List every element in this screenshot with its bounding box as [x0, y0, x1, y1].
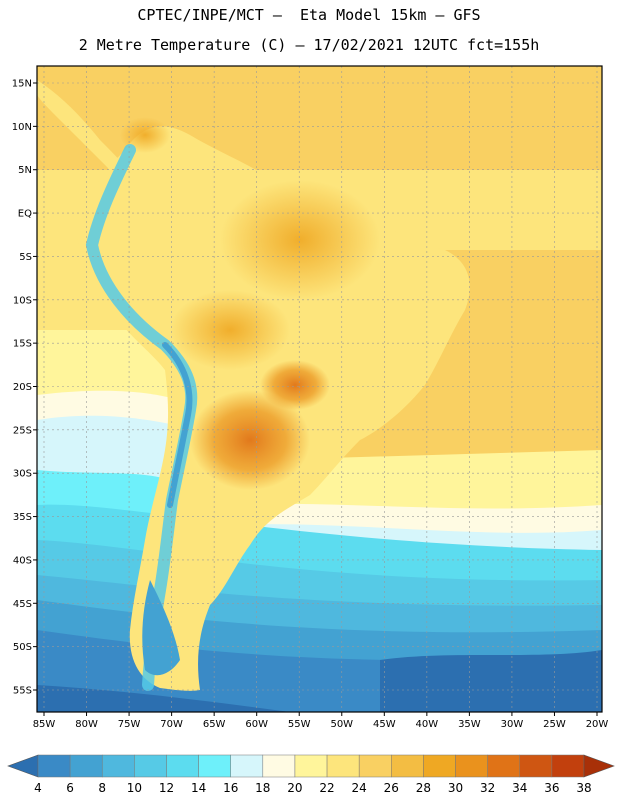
- lat-tick-label: 20S: [13, 382, 32, 393]
- colorbar-label: 22: [319, 781, 334, 795]
- graticule: [37, 66, 602, 712]
- colorbar-swatch: [166, 754, 199, 778]
- colorbar-swatch: [455, 754, 488, 778]
- lat-tick-label: 10S: [13, 295, 32, 306]
- lat-tick-label: 45S: [13, 599, 32, 610]
- patagonia-cold: [142, 580, 180, 676]
- colorbar-label: 14: [191, 781, 206, 795]
- colorbar-swatch: [294, 754, 328, 778]
- lat-tick-label: 15S: [13, 339, 32, 350]
- colorbar-label: 8: [98, 781, 106, 795]
- band-6: [380, 650, 602, 712]
- colorbar-swatch: [230, 754, 264, 778]
- colorbar-swatch: [551, 754, 585, 778]
- lon-tick-label: 35W: [458, 719, 481, 730]
- colorbar-label: 20: [287, 781, 302, 795]
- colorbar-swatch: [37, 754, 71, 778]
- colorbar-label: 16: [223, 781, 238, 795]
- colorbar-swatch: [326, 754, 360, 778]
- lat-tick-label: 10N: [12, 122, 32, 133]
- band-6b: [37, 685, 290, 712]
- colorbar-swatch: [262, 754, 296, 778]
- colorbar-label: 4: [34, 781, 42, 795]
- lon-tick-label: 20W: [586, 719, 609, 730]
- colorbar: 4 6 8 10 12 14 16 18 20 22 24 26 28 30 32 34 36 38: [7, 754, 615, 795]
- lon-tick-label: 30W: [501, 719, 524, 730]
- colorbar-swatch: [358, 754, 392, 778]
- lat-tick-label: 50S: [13, 642, 32, 653]
- lon-tick-label: 25W: [543, 719, 566, 730]
- colorbar-arrow-low: [7, 754, 39, 778]
- map-frame: [36, 65, 603, 713]
- longitude-ticks: 85W 80W 75W 70W 65W 60W 55W 50W 45W 40W 35W 30W 25W 2…: [33, 712, 609, 730]
- colorbar-swatch: [487, 754, 521, 778]
- lat-tick-label: 5N: [18, 165, 32, 176]
- colorbar-swatch: [134, 754, 167, 778]
- colorbar-swatch: [391, 754, 424, 778]
- lon-tick-label: 80W: [75, 719, 98, 730]
- colorbar-swatch: [101, 754, 135, 778]
- colorbar-label: 30: [448, 781, 463, 795]
- warm-bolivia: [170, 290, 290, 370]
- colorbar-label: 28: [416, 781, 431, 795]
- lat-tick-label: 35S: [13, 512, 32, 523]
- lat-tick-label: 15N: [12, 79, 32, 90]
- colorbar-swatch: [69, 754, 103, 778]
- colorbar-label: 12: [159, 781, 174, 795]
- lat-tick-label: 40S: [13, 555, 32, 566]
- colorbar-swatch: [423, 754, 456, 778]
- lon-tick-label: 45W: [373, 719, 396, 730]
- title-line-2: 2 Metre Temperature (C) – 17/02/2021 12U…: [78, 36, 540, 54]
- colorbar-label: 38: [576, 781, 591, 795]
- warm-amazon: [220, 180, 380, 300]
- lat-tick-label: 25S: [13, 425, 32, 436]
- hot-core-paraguay: [190, 390, 310, 490]
- lon-tick-label: 70W: [160, 719, 183, 730]
- central-america-land: [37, 80, 128, 178]
- lon-tick-label: 85W: [33, 719, 56, 730]
- colorbar-label: 18: [255, 781, 270, 795]
- lon-tick-label: 65W: [203, 719, 226, 730]
- temperature-field: [37, 66, 602, 712]
- colorbar-label: 10: [127, 781, 142, 795]
- hot-core-mato-grosso: [260, 360, 330, 410]
- colorbar-label: 6: [66, 781, 74, 795]
- lon-tick-label: 55W: [288, 719, 311, 730]
- warm-venezuela: [120, 117, 170, 153]
- latitude-ticks: 15N 10N 5N EQ 5S 10S 15S 20S 25S 30S 35S 40S 45S 50S 5…: [12, 79, 37, 697]
- title-line-1: CPTEC/INPE/MCT – Eta Model 15km – GFS: [137, 6, 481, 24]
- lon-tick-label: 60W: [245, 719, 268, 730]
- lat-tick-label: 5S: [19, 252, 32, 263]
- lon-tick-label: 75W: [118, 719, 141, 730]
- colorbar-swatch: [198, 754, 231, 778]
- colorbar-label: 36: [544, 781, 559, 795]
- lat-tick-label: EQ: [18, 209, 32, 220]
- colorbar-label: 24: [352, 781, 367, 795]
- colorbar-swatch: [519, 754, 553, 778]
- colorbar-label: 34: [512, 781, 527, 795]
- andes-coldest: [162, 342, 193, 508]
- colorbar-label: 32: [480, 781, 495, 795]
- colorbar-label: 26: [384, 781, 399, 795]
- lat-tick-label: 30S: [13, 469, 32, 480]
- lon-tick-label: 40W: [416, 719, 439, 730]
- colorbar-arrow-high: [583, 754, 615, 778]
- lon-tick-label: 50W: [330, 719, 353, 730]
- lat-tick-label: 55S: [13, 686, 32, 697]
